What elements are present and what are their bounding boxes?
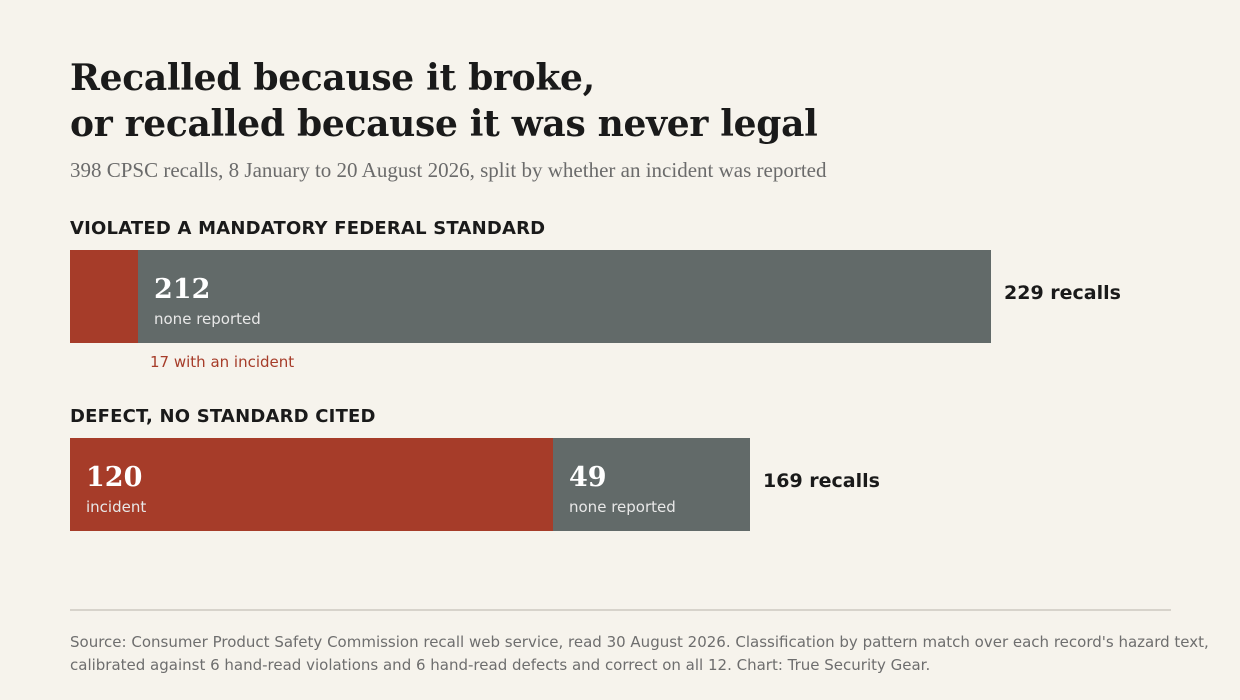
chart-title-line-2: or recalled because it was never legal (70, 103, 818, 145)
bar-segment-none: 49 none reported (553, 438, 750, 531)
footer-divider (70, 609, 1171, 611)
bar-value-label: 120 (86, 462, 143, 493)
chart-title-line-1: Recalled because it broke, (70, 57, 595, 99)
bar-segment-incident: 120 incident (70, 438, 553, 531)
bar-segment-none: 212 none reported (138, 250, 991, 343)
bar-callout-label: 17 with an incident (150, 353, 295, 371)
bar-segment-label: none reported (569, 498, 676, 516)
bar-group-label: VIOLATED A MANDATORY FEDERAL STANDARD (70, 218, 546, 239)
source-line-1: Source: Consumer Product Safety Commissi… (70, 633, 1209, 651)
bar-total-label: 229 recalls (1004, 282, 1121, 304)
bar-value-label: 212 (154, 274, 211, 305)
bar-segment-label: none reported (154, 310, 261, 328)
source-note: Source: Consumer Product Safety Commissi… (70, 631, 1210, 677)
chart-title: Recalled because it broke, or recalled b… (70, 55, 818, 147)
bar-group-label: DEFECT, NO STANDARD CITED (70, 406, 376, 427)
bar-segment-incident (70, 250, 138, 343)
chart-subtitle: 398 CPSC recalls, 8 January to 20 August… (70, 158, 827, 182)
bar-segment-label: incident (86, 498, 147, 516)
bar-value-label: 49 (569, 462, 607, 493)
source-line-2: calibrated against 6 hand-read violation… (70, 656, 931, 674)
bar-total-label: 169 recalls (763, 470, 880, 492)
